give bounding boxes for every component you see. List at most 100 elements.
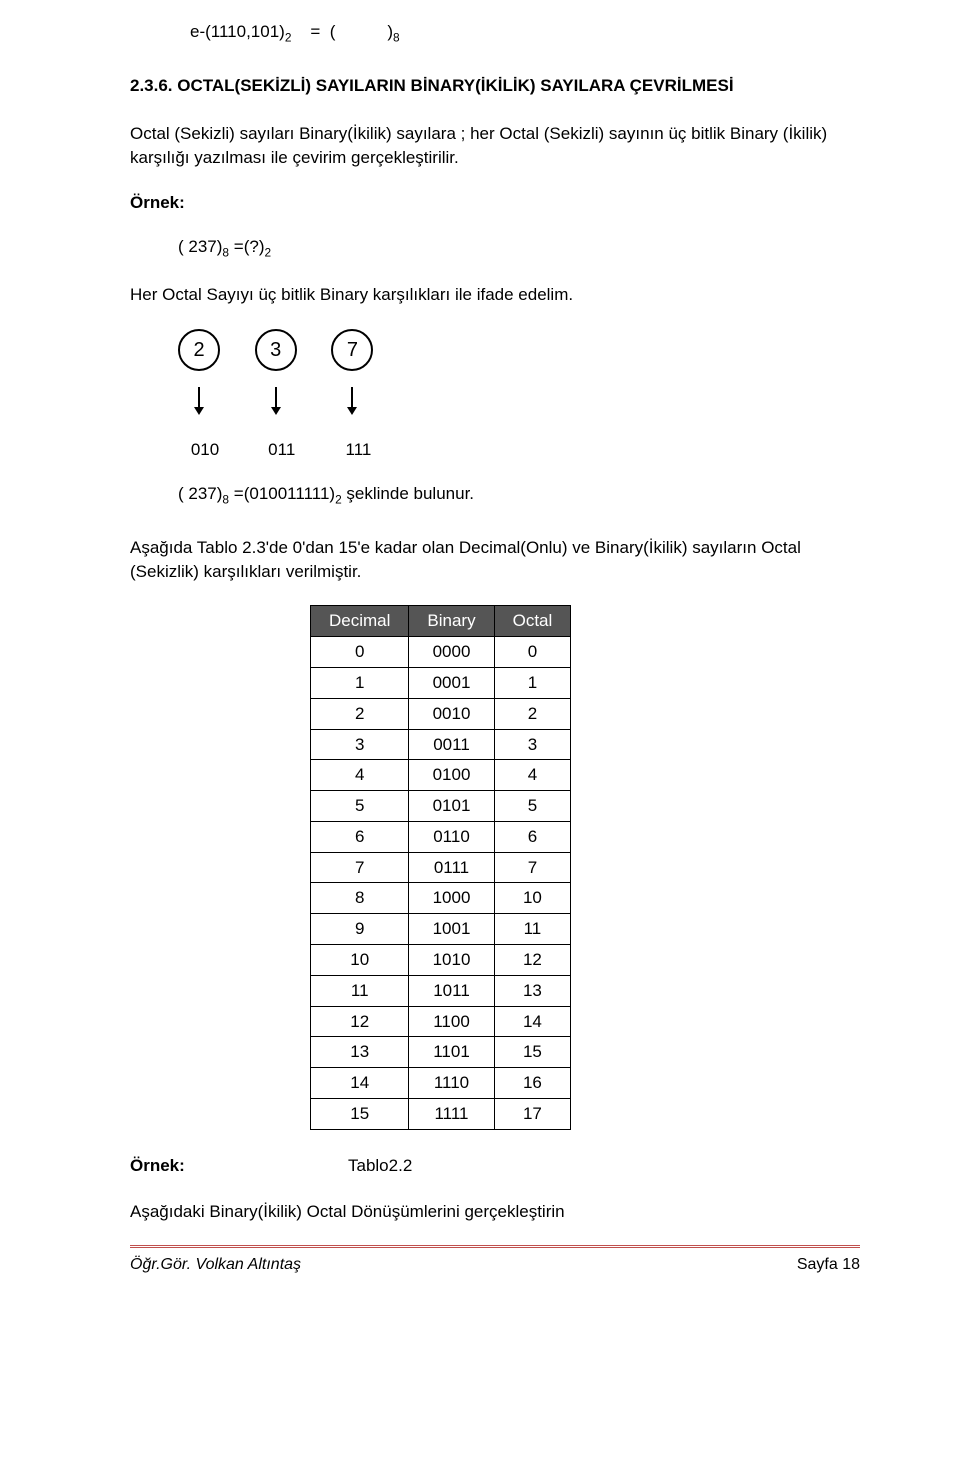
example-question: ( 237)8 =(?)2 bbox=[178, 235, 860, 261]
conversion-table-wrap: Decimal Binary Octal 0000001000112001023… bbox=[310, 605, 860, 1130]
table-cell: 7 bbox=[494, 852, 571, 883]
res-sub2: 2 bbox=[335, 492, 342, 506]
table-cell: 0110 bbox=[409, 821, 494, 852]
table-cell: 11 bbox=[311, 975, 409, 1006]
last-paragraph: Aşağıdaki Binary(İkilik) Octal Dönüşümle… bbox=[130, 1200, 860, 1224]
table-cell: 1010 bbox=[409, 945, 494, 976]
circle-digit: 3 bbox=[255, 329, 297, 371]
th-octal: Octal bbox=[494, 606, 571, 637]
table-row: 000000 bbox=[311, 637, 571, 668]
res-c: şeklinde bulunur. bbox=[342, 484, 474, 503]
table-cell: 4 bbox=[494, 760, 571, 791]
table-cell: 1 bbox=[311, 667, 409, 698]
ex1-sub2: 2 bbox=[264, 246, 271, 260]
binary-value: 111 bbox=[337, 438, 379, 462]
th-decimal: Decimal bbox=[311, 606, 409, 637]
table-cell: 6 bbox=[311, 821, 409, 852]
th-binary: Binary bbox=[409, 606, 494, 637]
table-cell: 4 bbox=[311, 760, 409, 791]
table-cell: 11 bbox=[494, 914, 571, 945]
eq-sub2: 8 bbox=[393, 30, 400, 44]
table-cell: 1001 bbox=[409, 914, 494, 945]
footer-author: Öğr.Gör. Volkan Altıntaş bbox=[130, 1254, 301, 1276]
table-header-row: Decimal Binary Octal bbox=[311, 606, 571, 637]
section-number: 2.3.6. bbox=[130, 76, 177, 95]
table-cell: 14 bbox=[494, 1006, 571, 1037]
table-cell: 9 bbox=[311, 914, 409, 945]
eq-mid: = ( ) bbox=[291, 22, 393, 41]
binary-value: 010 bbox=[184, 438, 226, 462]
table-cell: 16 bbox=[494, 1068, 571, 1099]
ex1-a: ( 237) bbox=[178, 237, 222, 256]
table-cell: 10 bbox=[311, 945, 409, 976]
result-line: ( 237)8 =(010011111)2 şeklinde bulunur. bbox=[178, 482, 860, 508]
table-cell: 1111 bbox=[409, 1099, 494, 1130]
intro-paragraph: Octal (Sekizli) sayıları Binary(İkilik) … bbox=[130, 122, 860, 170]
table-cell: 1100 bbox=[409, 1006, 494, 1037]
footer-page: Sayfa 18 bbox=[797, 1254, 860, 1276]
table-cell: 14 bbox=[311, 1068, 409, 1099]
table-cell: 3 bbox=[311, 729, 409, 760]
table-cell: 15 bbox=[494, 1037, 571, 1068]
circle-row: 2 3 7 bbox=[178, 329, 860, 371]
table-cell: 8 bbox=[311, 883, 409, 914]
table-cell: 13 bbox=[494, 975, 571, 1006]
down-arrow-icon bbox=[255, 387, 297, 417]
table-cell: 0111 bbox=[409, 852, 494, 883]
table-cell: 12 bbox=[311, 1006, 409, 1037]
table-cell: 0010 bbox=[409, 698, 494, 729]
table-cell: 1110 bbox=[409, 1068, 494, 1099]
table-row: 601106 bbox=[311, 821, 571, 852]
conversion-table: Decimal Binary Octal 0000001000112001023… bbox=[310, 605, 571, 1130]
table-cell: 7 bbox=[311, 852, 409, 883]
table-cell: 0011 bbox=[409, 729, 494, 760]
table-cell: 10 bbox=[494, 883, 571, 914]
table-row: 11101113 bbox=[311, 975, 571, 1006]
arrow-row bbox=[178, 387, 860, 424]
table-row: 15111117 bbox=[311, 1099, 571, 1130]
table-cell: 5 bbox=[494, 791, 571, 822]
table-row: 12110014 bbox=[311, 1006, 571, 1037]
table-cell: 2 bbox=[494, 698, 571, 729]
section-title: OCTAL(SEKİZLİ) SAYILARIN BİNARY(İKİLİK) … bbox=[177, 76, 733, 95]
table-row: 8100010 bbox=[311, 883, 571, 914]
circle-digit: 2 bbox=[178, 329, 220, 371]
binary-value: 011 bbox=[261, 438, 303, 462]
table-row: 100011 bbox=[311, 667, 571, 698]
table-cell: 0 bbox=[311, 637, 409, 668]
table-cell: 0 bbox=[494, 637, 571, 668]
table-cell: 0101 bbox=[409, 791, 494, 822]
table-row: 701117 bbox=[311, 852, 571, 883]
table-row: 10101012 bbox=[311, 945, 571, 976]
table-cell: 12 bbox=[494, 945, 571, 976]
table-row: 14111016 bbox=[311, 1068, 571, 1099]
table-cell: 1 bbox=[494, 667, 571, 698]
table-cell: 3 bbox=[494, 729, 571, 760]
table-caption: Tablo2.2 bbox=[348, 1154, 412, 1178]
down-arrow-icon bbox=[178, 387, 220, 417]
table-row: 200102 bbox=[311, 698, 571, 729]
res-a: ( 237) bbox=[178, 484, 222, 503]
page-footer: Öğr.Gör. Volkan Altıntaş Sayfa 18 bbox=[130, 1245, 860, 1276]
res-b: =(010011111) bbox=[229, 484, 335, 503]
table-row: 13110115 bbox=[311, 1037, 571, 1068]
table-cell: 0001 bbox=[409, 667, 494, 698]
table-row: 300113 bbox=[311, 729, 571, 760]
ornek-label: Örnek: bbox=[130, 191, 860, 215]
table-row: 401004 bbox=[311, 760, 571, 791]
table-row: 501015 bbox=[311, 791, 571, 822]
table-cell: 6 bbox=[494, 821, 571, 852]
table-cell: 17 bbox=[494, 1099, 571, 1130]
table-cell: 1101 bbox=[409, 1037, 494, 1068]
equation-line: e-(1110,101)2 = ( )8 bbox=[190, 20, 860, 46]
table-cell: 13 bbox=[311, 1037, 409, 1068]
table-cell: 15 bbox=[311, 1099, 409, 1130]
ornek-label-2: Örnek: bbox=[130, 1154, 310, 1178]
circle-digit: 7 bbox=[331, 329, 373, 371]
section-heading: 2.3.6. OCTAL(SEKİZLİ) SAYILARIN BİNARY(İ… bbox=[130, 74, 860, 98]
tablo-intro: Aşağıda Tablo 2.3'de 0'dan 15'e kadar ol… bbox=[130, 536, 860, 584]
eq-prefix: e-(1110,101) bbox=[190, 22, 285, 41]
table-cell: 5 bbox=[311, 791, 409, 822]
table-cell: 1011 bbox=[409, 975, 494, 1006]
down-arrow-icon bbox=[331, 387, 373, 417]
